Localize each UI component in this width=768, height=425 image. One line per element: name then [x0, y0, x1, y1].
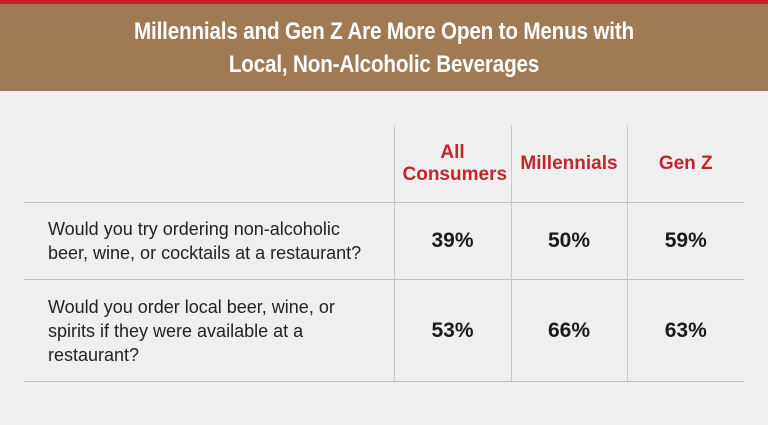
data-label-gen-z: 59%	[626, 202, 744, 280]
table-row: Would you try ordering non-alcoholic bee…	[24, 202, 744, 280]
data-label-millennials: 66%	[510, 279, 627, 382]
survey-table-container: All Consumers Millennials Gen Z Would yo…	[24, 125, 744, 382]
table-header-row: All Consumers Millennials Gen Z	[24, 125, 744, 203]
row-question: Would you order local beer, wine, or spi…	[24, 279, 394, 382]
data-label-all-consumers: 53%	[393, 279, 511, 382]
title-banner: Millennials and Gen Z Are More Open to M…	[0, 4, 768, 91]
chart-title: Millennials and Gen Z Are More Open to M…	[134, 17, 634, 78]
survey-table: All Consumers Millennials Gen Z Would yo…	[24, 125, 744, 382]
data-label-millennials: 50%	[510, 202, 627, 280]
column-header-all-consumers: All Consumers	[393, 125, 511, 203]
table-row: Would you order local beer, wine, or spi…	[24, 279, 744, 382]
data-label-gen-z: 63%	[626, 279, 744, 382]
column-header-gen-z: Gen Z	[626, 125, 744, 203]
top-accent-stripe	[0, 0, 768, 4]
header-empty-cell	[24, 125, 394, 203]
column-header-millennials: Millennials	[510, 125, 627, 203]
data-label-all-consumers: 39%	[393, 202, 511, 280]
row-question: Would you try ordering non-alcoholic bee…	[24, 202, 394, 280]
